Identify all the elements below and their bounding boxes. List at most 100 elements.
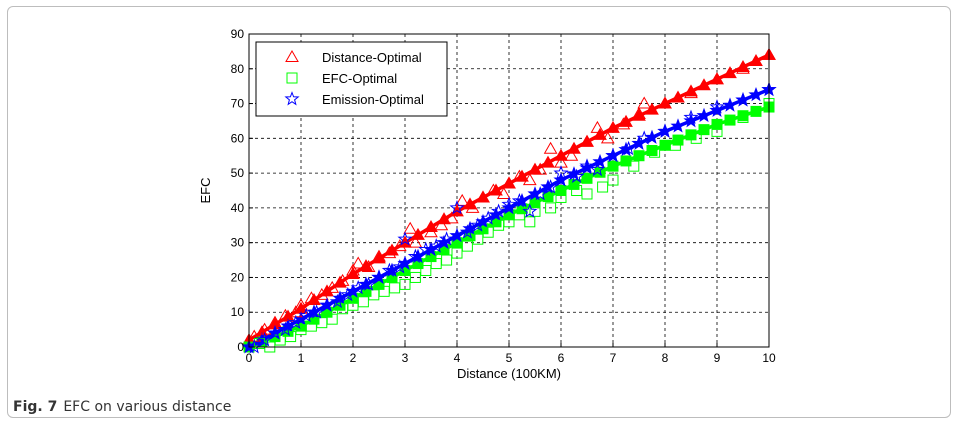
distance-optimal-point — [392, 239, 407, 252]
distance-optimal-point — [335, 273, 350, 286]
emission-optimal-point — [449, 199, 465, 215]
distance-optimal-point — [444, 211, 459, 224]
emission-optimal-point — [428, 238, 444, 253]
legend-label-efc-optimal: EFC-Optimal — [322, 71, 397, 86]
efc-optimal-point — [441, 254, 453, 266]
efc-optimal-point — [669, 139, 681, 151]
legend-marker-distance-optimal — [285, 49, 299, 62]
y-tick-label: 80 — [231, 62, 245, 76]
distance-optimal-fit-marker — [619, 114, 633, 127]
efc-optimal-fit-marker — [750, 105, 762, 117]
emission-optimal-point — [298, 307, 314, 323]
legend: Distance-Optimal EFC-Optimal Emission-Opti… — [255, 41, 448, 117]
efc-optimal-fit-marker — [607, 160, 619, 172]
efc-optimal-point — [285, 331, 297, 343]
efc-optimal-point — [555, 191, 567, 203]
emission-optimal-point — [329, 293, 345, 309]
figure-number: Fig. 7 — [13, 399, 58, 415]
legend-label-emission-optimal: Emission-Optimal — [322, 92, 424, 107]
emission-optimal-fit-marker — [566, 166, 582, 181]
distance-optimal-fit-marker — [645, 102, 659, 115]
emission-optimal-fit-marker — [488, 206, 504, 222]
y-tick-label: 0 — [237, 340, 244, 354]
distance-optimal-point — [476, 190, 490, 203]
distance-optimal-fit-marker — [593, 127, 607, 140]
emission-optimal-point — [371, 269, 387, 284]
emission-optimal-point — [309, 304, 325, 319]
distance-optimal-point — [684, 86, 698, 99]
figure-caption: Fig. 7 EFC on various distance — [13, 399, 231, 415]
x-tick-label: 8 — [662, 351, 669, 365]
emission-optimal-point — [288, 314, 304, 330]
distance-optimal-fit-marker — [385, 243, 399, 256]
distance-optimal-point — [632, 106, 646, 119]
x-tick-label: 4 — [454, 351, 461, 365]
efc-optimal-fit-marker — [724, 114, 736, 126]
distance-optimal-point — [496, 186, 511, 199]
distance-optimal-point — [543, 141, 558, 154]
emission-optimal-point — [470, 217, 486, 232]
distance-optimal-point — [278, 308, 293, 321]
x-tick-label: 7 — [610, 351, 617, 365]
emission-optimal-fit-marker — [436, 234, 452, 250]
y-tick-label: 30 — [231, 236, 245, 250]
y-tick-label: 10 — [231, 305, 245, 319]
figure-frame — [7, 6, 951, 418]
efc-optimal-point — [409, 271, 421, 283]
efc-optimal-point — [597, 181, 609, 193]
emission-optimal-point — [267, 325, 283, 340]
distance-optimal-point — [382, 246, 397, 259]
efc-optimal-point — [529, 205, 541, 217]
distance-optimal-point — [403, 221, 418, 234]
distance-optimal-point — [304, 291, 319, 304]
distance-optimal-point — [424, 225, 438, 238]
distance-optimal-point — [346, 263, 360, 276]
efc-optimal-point — [513, 209, 525, 221]
emission-optimal-point — [350, 279, 366, 295]
distance-optimal-point — [502, 176, 516, 189]
distance-optimal-point — [408, 235, 423, 248]
efc-optimal-fit-marker — [646, 145, 658, 157]
distance-optimal-point — [434, 218, 449, 231]
distance-optimal-point — [736, 61, 750, 74]
efc-optimal-point — [461, 240, 473, 252]
distance-optimal-point — [351, 256, 366, 269]
emission-optimal-point — [246, 339, 262, 354]
efc-optimal-point — [690, 132, 702, 144]
y-tick-label: 50 — [231, 166, 245, 180]
distance-optimal-fit-marker — [554, 148, 568, 161]
emission-optimal-point — [543, 179, 559, 194]
y-tick-label: 40 — [231, 201, 245, 215]
emission-optimal-fit-marker — [748, 86, 764, 102]
emission-optimal-fit-marker — [670, 118, 686, 133]
efc-optimal-point — [399, 278, 411, 290]
y-tick-label: 90 — [231, 27, 245, 41]
caption-text: EFC on various distance — [63, 399, 232, 415]
efc-optimal-fit-marker — [633, 150, 645, 162]
emission-optimal-fit-marker — [696, 107, 712, 123]
distance-optimal-fit-marker — [632, 108, 646, 121]
efc-optimal-point — [420, 264, 432, 276]
emission-optimal-point — [277, 321, 293, 337]
efc-optimal-point — [628, 160, 640, 172]
distance-optimal-point — [361, 260, 376, 273]
distance-optimal-point — [637, 96, 652, 109]
x-tick-label: 1 — [298, 351, 305, 365]
distance-optimal-point — [372, 249, 386, 262]
distance-optimal-point — [600, 131, 615, 144]
distance-optimal-point — [512, 169, 527, 182]
x-tick-label: 2 — [350, 351, 357, 365]
distance-optimal-point — [590, 120, 605, 133]
emission-optimal-point — [439, 231, 455, 246]
distance-optimal-point — [564, 148, 579, 161]
emission-optimal-point — [709, 99, 725, 114]
distance-optimal-point — [325, 280, 340, 293]
efc-optimal-point — [472, 233, 484, 245]
emission-optimal-point — [319, 297, 335, 312]
distance-optimal-fit-marker — [671, 90, 685, 103]
distance-optimal-fit-marker — [749, 53, 763, 66]
distance-optimal-point — [533, 162, 548, 175]
distance-optimal-point — [486, 183, 501, 196]
efc-optimal-fit-marker — [581, 172, 593, 184]
data-markers — [246, 47, 777, 354]
